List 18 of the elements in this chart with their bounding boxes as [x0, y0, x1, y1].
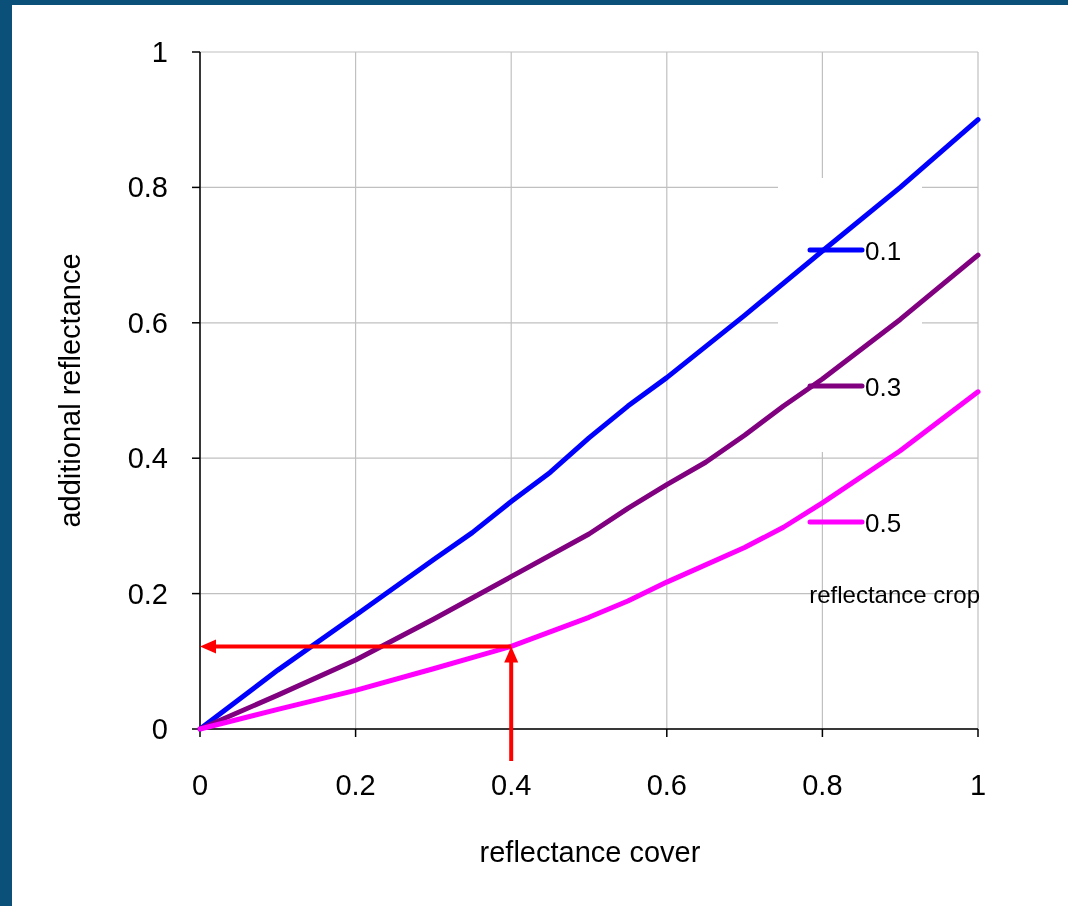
y-tick-label: 1 — [151, 36, 168, 68]
y-tick-label: 0.4 — [127, 442, 168, 475]
x-tick-label: 0 — [191, 769, 209, 801]
x-axis-title: reflectance cover — [479, 836, 701, 868]
y-tick-label: 0.8 — [127, 171, 168, 204]
y-tick-label: 0 — [151, 713, 168, 745]
x-tick-label: 0.2 — [335, 769, 376, 801]
y-axis-title: additional reflectance — [54, 253, 86, 528]
y-tick-label: 0.2 — [127, 577, 168, 610]
legend-label: 0.1 — [865, 236, 902, 266]
legend-title: reflectance crop — [809, 581, 980, 608]
x-tick-label: 0.8 — [802, 769, 843, 801]
legend-label: 0.3 — [865, 372, 902, 402]
legend-label: 0.5 — [865, 508, 902, 538]
x-tick-label: 0.6 — [646, 769, 687, 801]
y-tick-label: 0.6 — [127, 306, 168, 339]
x-tick-label: 1 — [969, 769, 987, 801]
x-tick-label: 0.4 — [491, 769, 532, 801]
